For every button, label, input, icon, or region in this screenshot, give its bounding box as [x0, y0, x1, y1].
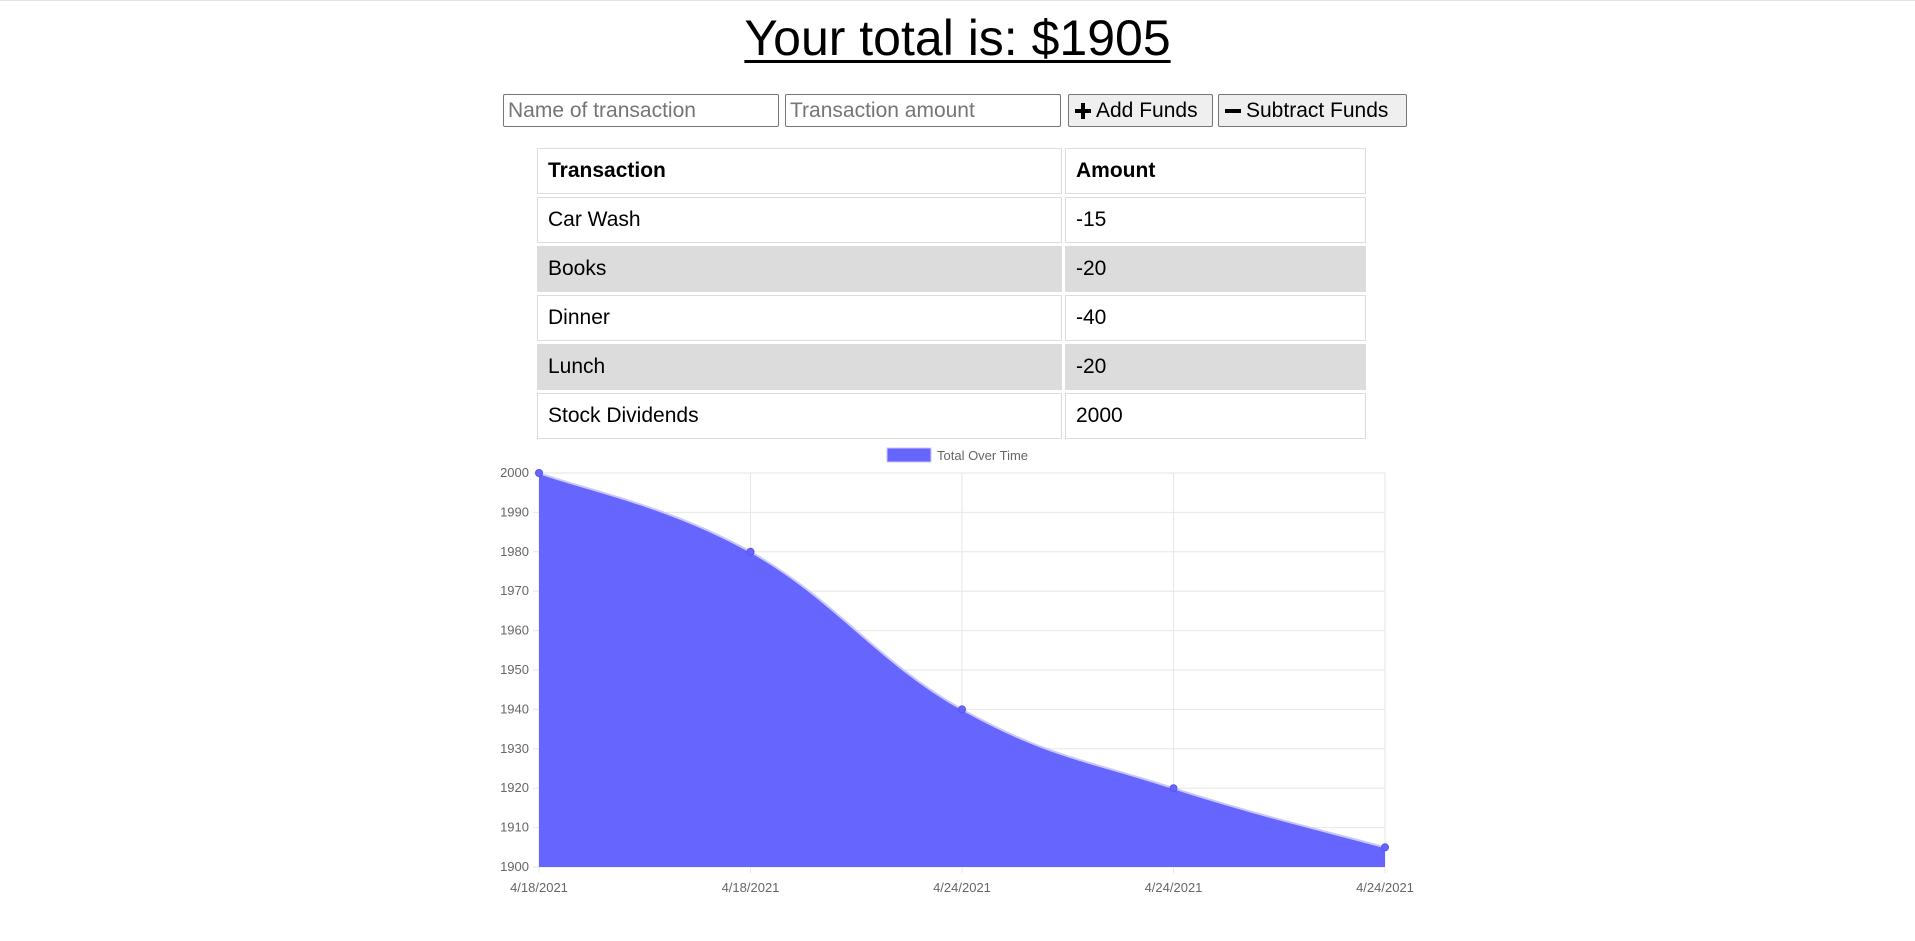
total-over-time-chart: 1900 1910 1920 1930 1940 1950 1960 1970 1980 1990… — [485, 443, 1420, 903]
chart-svg: 1900 1910 1920 1930 1940 1950 1960 1970 1980 1990… — [500, 447, 1414, 895]
data-point[interactable] — [1169, 784, 1178, 793]
transaction-amount-cell: -40 — [1065, 295, 1366, 341]
transaction-name-cell: Dinner — [537, 295, 1062, 341]
top-border — [0, 0, 1915, 1]
data-point[interactable] — [535, 469, 543, 477]
add-funds-button[interactable]: Add Funds — [1068, 94, 1213, 127]
y-tick-label: 1990 — [500, 504, 529, 519]
y-tick-label: 1940 — [500, 701, 529, 716]
table-header-row: Transaction Amount — [537, 148, 1366, 194]
table-row: Car Wash -15 — [537, 197, 1366, 243]
chart-points — [535, 469, 1389, 852]
transaction-name-cell: Books — [537, 246, 1062, 292]
transaction-amount-cell: -20 — [1065, 344, 1366, 390]
minus-icon — [1225, 103, 1241, 119]
subtract-funds-button[interactable]: Subtract Funds — [1218, 94, 1407, 127]
data-point[interactable] — [1381, 843, 1389, 852]
y-tick-label: 1960 — [500, 623, 529, 638]
y-tick-label: 1970 — [500, 583, 529, 598]
column-header-amount: Amount — [1065, 148, 1366, 194]
transaction-amount-cell: 2000 — [1065, 393, 1366, 439]
x-tick-label: 4/24/2021 — [1356, 880, 1414, 895]
y-tick-label: 1980 — [500, 544, 529, 559]
y-tick-label: 1930 — [500, 741, 529, 756]
table-row: Lunch -20 — [537, 344, 1366, 390]
chart-legend[interactable]: Total Over Time — [886, 447, 1028, 463]
transaction-amount-input[interactable] — [785, 94, 1061, 127]
table-row: Books -20 — [537, 246, 1366, 292]
y-tick-label: 1950 — [500, 662, 529, 677]
x-tick-label: 4/18/2021 — [722, 880, 780, 895]
subtract-funds-label: Subtract Funds — [1246, 98, 1389, 122]
transaction-name-cell: Stock Dividends — [537, 393, 1062, 439]
y-tick-label: 1910 — [500, 820, 529, 835]
y-tick-label: 2000 — [500, 465, 529, 480]
series-area — [539, 473, 1385, 867]
data-point[interactable] — [746, 547, 755, 556]
transaction-amount-cell: -20 — [1065, 246, 1366, 292]
legend-swatch — [886, 447, 932, 463]
y-tick-label: 1920 — [500, 780, 529, 795]
column-header-transaction: Transaction — [537, 148, 1062, 194]
add-funds-label: Add Funds — [1096, 98, 1198, 122]
plus-icon — [1075, 102, 1091, 119]
data-point[interactable] — [958, 705, 966, 714]
x-axis: 4/18/2021 4/18/2021 4/24/2021 4/24/2021 4/24… — [510, 880, 1414, 895]
transaction-name-input[interactable] — [503, 94, 779, 127]
x-tick-label: 4/18/2021 — [510, 880, 568, 895]
transaction-name-cell: Car Wash — [537, 197, 1062, 243]
x-tick-label: 4/24/2021 — [933, 880, 991, 895]
page-title: Your total is: $1905 — [744, 10, 1171, 66]
table-row: Dinner -40 — [537, 295, 1366, 341]
x-tick-label: 4/24/2021 — [1145, 880, 1203, 895]
y-tick-label: 1900 — [500, 859, 529, 874]
transaction-amount-cell: -15 — [1065, 197, 1366, 243]
transaction-name-cell: Lunch — [537, 344, 1062, 390]
table-row: Stock Dividends 2000 — [537, 393, 1366, 439]
legend-label: Total Over Time — [937, 448, 1028, 463]
transactions-table: Transaction Amount Car Wash -15 Books -2… — [534, 145, 1369, 442]
y-axis: 1900 1910 1920 1930 1940 1950 1960 1970 1980 1990… — [500, 465, 529, 874]
